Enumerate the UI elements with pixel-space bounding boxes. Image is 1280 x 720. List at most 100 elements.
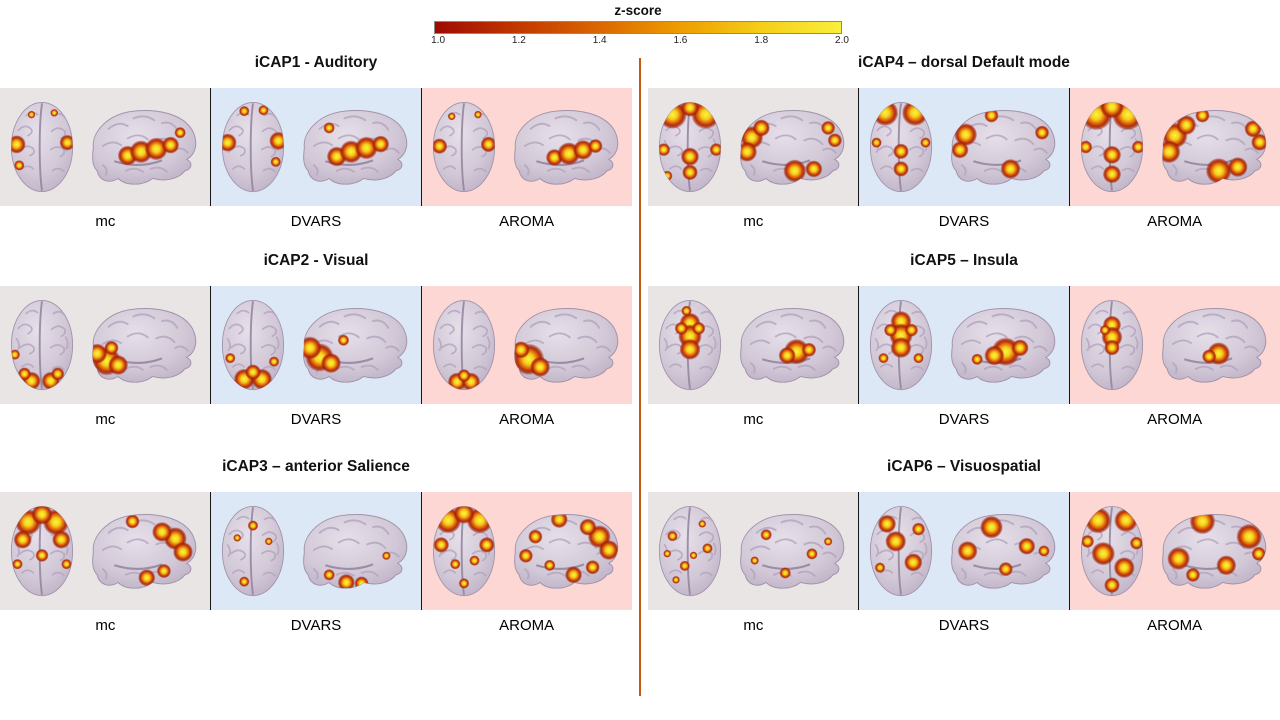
column-right: iCAP4 – dorsal Default mode mc DVARS AROMA i… xyxy=(648,52,1280,654)
condition-label: AROMA xyxy=(1147,410,1203,428)
brain-top-view xyxy=(657,101,722,193)
panel-icap5: iCAP5 – Insula mc DVARS AROMA xyxy=(648,250,1280,434)
activation-overlay xyxy=(957,515,1050,577)
brain-row xyxy=(648,88,1280,206)
condition-labels: mc DVARS AROMA xyxy=(0,610,632,640)
colorbar-ticks: 1.0 1.2 1.4 1.6 1.8 2.0 xyxy=(431,35,849,48)
brain-lateral-view xyxy=(950,307,1056,384)
brain-top-view xyxy=(9,101,74,193)
condition-block-aroma xyxy=(421,286,632,404)
panel-icap6: iCAP6 – Visuospatial mc DVARS AROMA xyxy=(648,456,1280,640)
brain-lateral-view xyxy=(950,109,1056,186)
condition-label: DVARS xyxy=(290,212,342,230)
panel-icap2: iCAP2 - Visual mc DVARS AROMA xyxy=(0,250,632,434)
brain-lateral-view xyxy=(513,513,619,590)
activation-overlay xyxy=(874,514,925,573)
activation-overlay xyxy=(1166,514,1266,582)
panel-title: iCAP2 - Visual xyxy=(263,252,369,269)
brain-lateral-view xyxy=(1161,513,1267,590)
condition-label: DVARS xyxy=(938,616,990,634)
brain-lateral-view xyxy=(739,307,845,384)
condition-block-aroma xyxy=(421,492,632,610)
activation-overlay xyxy=(674,305,705,360)
brain-row xyxy=(648,492,1280,610)
condition-block-dvars xyxy=(210,88,421,206)
activation-overlay xyxy=(124,514,193,587)
condition-block-aroma xyxy=(1069,88,1280,206)
column-left: iCAP1 - Auditory mc DVARS AROMA iCAP2 - Visu… xyxy=(0,52,632,654)
colorbar-tick: 1.6 xyxy=(673,35,688,46)
brain-top-view xyxy=(431,299,496,391)
colorbar: z-score 1.0 1.2 1.4 1.6 1.8 2.0 xyxy=(431,3,849,48)
brain-lateral-view xyxy=(302,109,408,186)
condition-label: mc xyxy=(743,410,764,428)
colorbar-title: z-score xyxy=(614,3,662,18)
condition-block-dvars xyxy=(210,286,421,404)
brain-lateral-view xyxy=(91,109,197,186)
condition-block-mc xyxy=(0,286,210,404)
activation-overlay xyxy=(224,352,279,390)
condition-labels: mc DVARS AROMA xyxy=(648,404,1280,434)
activation-overlay xyxy=(778,338,816,365)
brain-row xyxy=(0,492,632,610)
panel-icap1: iCAP1 - Auditory mc DVARS AROMA xyxy=(0,52,632,236)
brain-top-view xyxy=(1079,505,1144,597)
activation-overlay xyxy=(518,514,618,584)
activation-overlay xyxy=(1201,342,1230,366)
brain-lateral-view xyxy=(739,109,845,186)
column-divider xyxy=(639,58,641,696)
activation-overlay xyxy=(322,122,389,167)
activation-overlay xyxy=(514,341,550,377)
colorbar-tick: 1.2 xyxy=(511,35,526,46)
condition-label: AROMA xyxy=(499,212,555,230)
panel-title: iCAP3 – anterior Salience xyxy=(222,458,410,475)
condition-label: DVARS xyxy=(290,410,342,428)
activation-overlay xyxy=(303,334,349,374)
activation-overlay xyxy=(232,520,273,587)
condition-block-dvars xyxy=(858,492,1069,610)
brain-top-view xyxy=(1079,299,1144,391)
panel-title: iCAP1 - Auditory xyxy=(254,54,378,71)
condition-label: DVARS xyxy=(938,212,990,230)
brain-top-view xyxy=(220,299,285,391)
panel-title: iCAP4 – dorsal Default mode xyxy=(858,54,1070,71)
brain-lateral-view xyxy=(513,109,619,186)
brain-top-view xyxy=(9,299,74,391)
activation-overlay xyxy=(749,529,832,579)
panel-icap3: iCAP3 – anterior Salience mc DVARS AROMA xyxy=(0,456,632,640)
brain-lateral-view xyxy=(91,307,197,384)
brain-top-view xyxy=(431,505,496,597)
condition-label: AROMA xyxy=(499,410,555,428)
condition-block-dvars xyxy=(858,88,1069,206)
panel-icap4: iCAP4 – dorsal Default mode mc DVARS AROMA xyxy=(648,52,1280,236)
condition-labels: mc DVARS AROMA xyxy=(0,404,632,434)
panel-title: iCAP6 – Visuospatial xyxy=(887,458,1041,475)
condition-block-mc xyxy=(0,88,210,206)
brain-top-view xyxy=(657,505,722,597)
condition-block-mc xyxy=(648,286,858,404)
brain-lateral-view xyxy=(302,307,408,384)
colorbar-tick: 1.4 xyxy=(592,35,607,46)
brain-top-view xyxy=(431,101,496,193)
brain-lateral-view xyxy=(91,513,197,590)
condition-label: AROMA xyxy=(1147,212,1203,230)
activation-overlay xyxy=(740,119,842,183)
condition-block-aroma xyxy=(1069,492,1280,610)
brain-top-view xyxy=(657,299,722,391)
condition-block-dvars xyxy=(858,286,1069,404)
brain-top-view xyxy=(868,299,933,391)
brain-lateral-view xyxy=(1161,109,1267,186)
condition-block-mc xyxy=(648,88,858,206)
brain-row xyxy=(648,286,1280,404)
brain-lateral-view xyxy=(513,307,619,384)
brain-top-view xyxy=(220,101,285,193)
condition-label: mc xyxy=(95,410,116,428)
activation-overlay xyxy=(970,337,1029,366)
brain-top-view xyxy=(9,505,74,597)
brain-row xyxy=(0,88,632,206)
activation-overlay xyxy=(221,105,284,168)
activation-overlay xyxy=(1099,315,1122,356)
colorbar-tick: 2.0 xyxy=(835,35,849,46)
condition-label: mc xyxy=(95,212,116,230)
